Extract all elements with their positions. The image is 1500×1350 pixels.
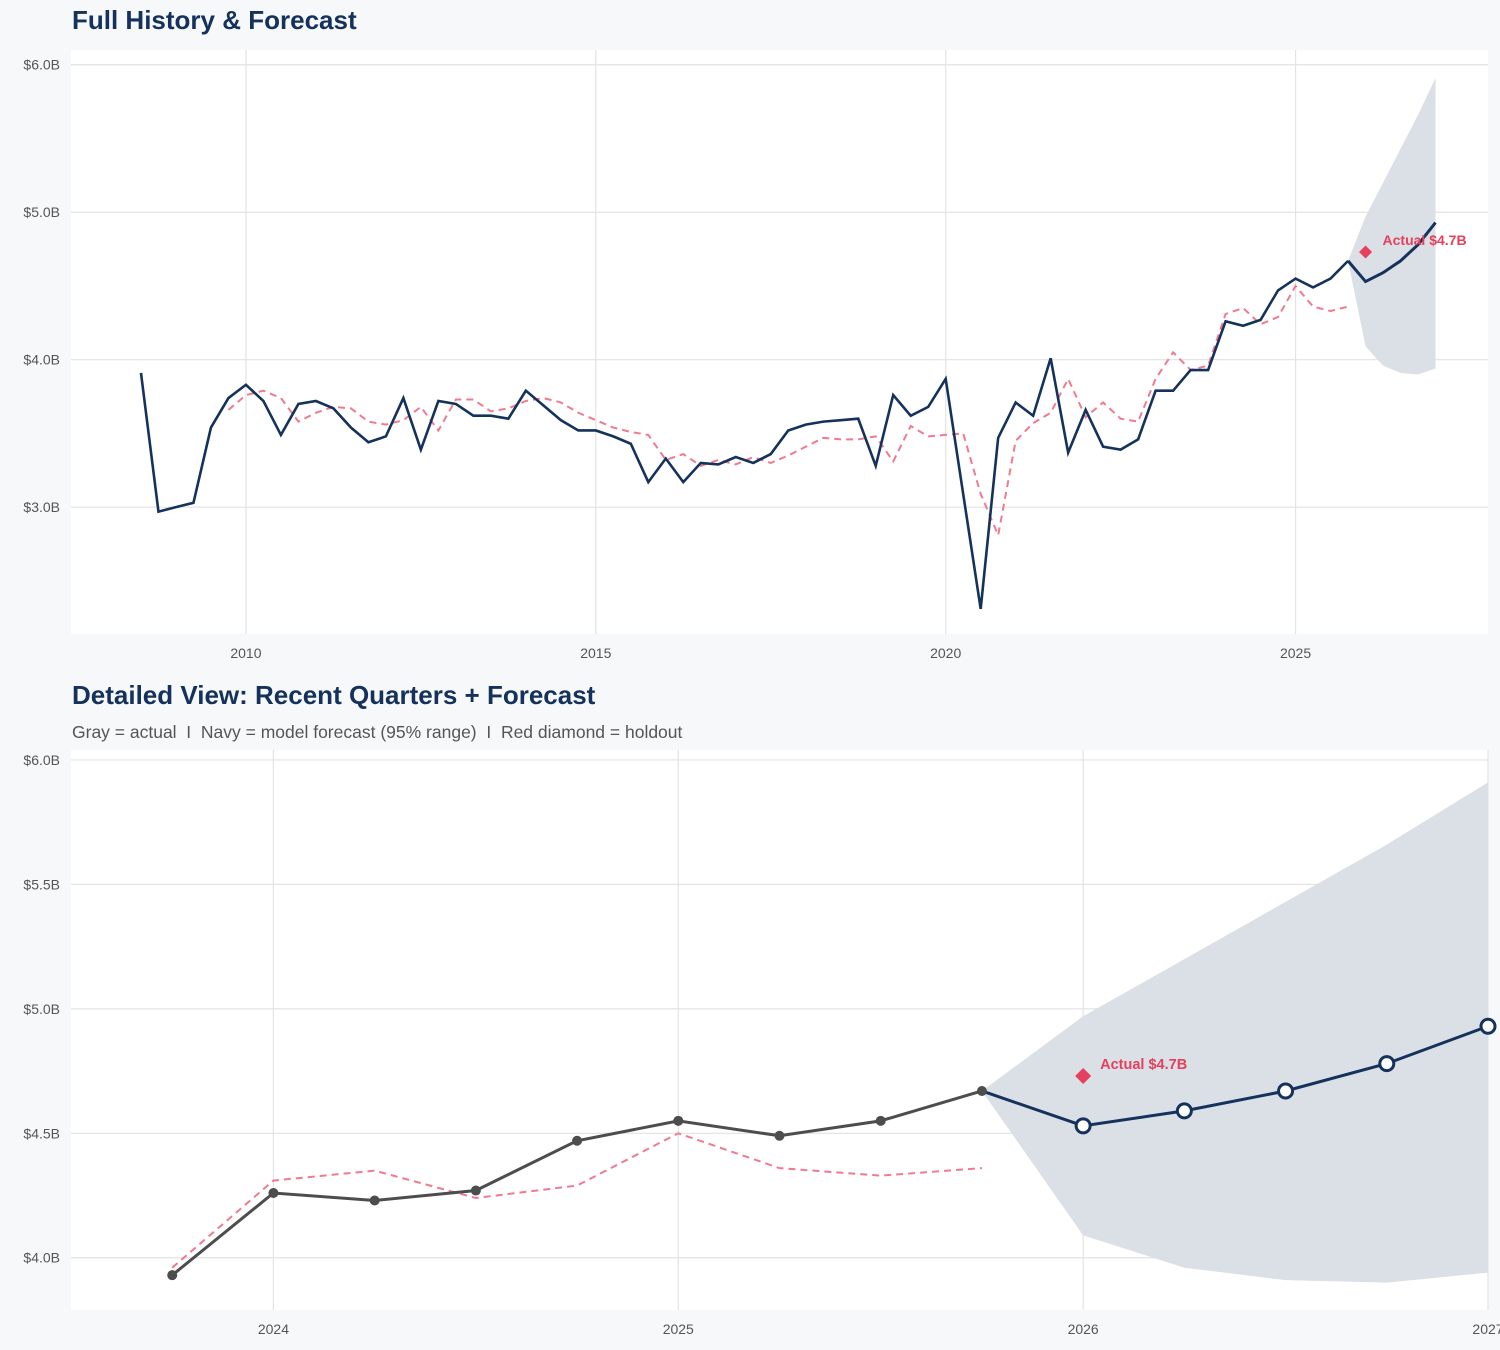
y-tick-label: $4.0B [23,352,60,368]
forecast-point [1074,1117,1092,1135]
actual-line [139,259,1349,610]
holdout-diamond [1075,1068,1092,1085]
actual-point [470,1185,481,1196]
forecast-line [1346,221,1437,284]
x-tick-label: 2026 [1068,1321,1099,1337]
chart-subtitle-legend: Gray = actual I Navy = model forecast (9… [72,722,683,742]
chart-title-full-history: Full History & Forecast [72,5,357,35]
full-history-chart: 2010 2015 2020 2025 $3.0B $4.0B $5.0B $6.0B Actu… [23,50,1488,661]
holdout-label: Actual $4.7B [1383,232,1467,248]
plot-area [71,50,1488,634]
actual-point [167,1270,178,1281]
x-tick-label: 2020 [930,645,961,661]
holdout-diamond [1359,245,1373,259]
x-tick-label: 2010 [230,645,261,661]
y-tick-label: $6.0B [23,752,60,768]
forecast-95-range-band [981,782,1488,1283]
forecast-point [1479,1017,1497,1035]
actual-point [369,1195,380,1206]
forecast-point [1175,1102,1193,1120]
y-tick-label: $5.5B [23,876,60,892]
fitted-line [227,284,1349,539]
x-tick-label: 2025 [663,1321,694,1337]
holdout-label: Actual $4.7B [1100,1057,1187,1073]
y-tick-label: $6.0B [23,57,60,73]
x-tick-label: 2024 [258,1321,289,1337]
y-tick-label: $5.0B [23,204,60,220]
x-tick-label: 2015 [580,645,611,661]
actual-point [268,1188,279,1199]
forecast-line [981,1024,1489,1128]
detailed-view-chart: 2024 2025 2026 2027 $4.0B $4.5B $5.0B $5.5B $6.0… [23,750,1500,1337]
chart-title-detailed-view: Detailed View: Recent Quarters + Forecas… [72,680,596,710]
forecast-point [1378,1055,1396,1073]
actual-point [976,1085,987,1096]
forecast-95-range-band [1348,78,1436,375]
actual-point [875,1115,886,1126]
actual-point [572,1135,583,1146]
y-tick-label: $4.0B [23,1250,60,1266]
x-tick-label: 2025 [1280,645,1311,661]
actual-point [774,1130,785,1141]
forecast-point [1277,1082,1295,1100]
y-tick-label: $5.0B [23,1001,60,1017]
x-tick-label: 2027 [1472,1321,1500,1337]
actual-point [673,1115,684,1126]
y-tick-label: $4.5B [23,1125,60,1141]
y-tick-label: $3.0B [23,499,60,515]
